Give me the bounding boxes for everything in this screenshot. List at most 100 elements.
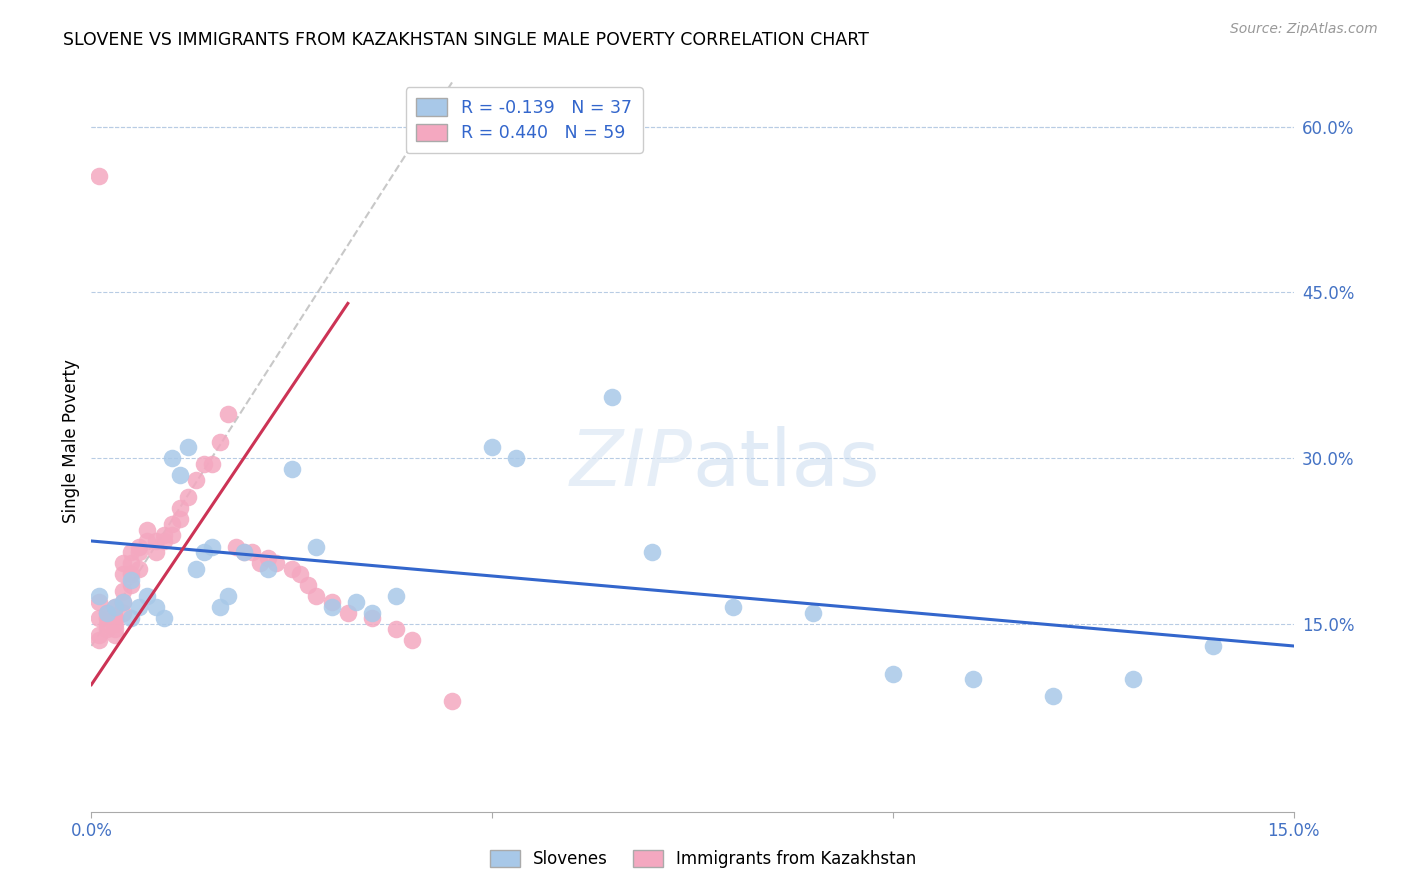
- Point: [305, 589, 328, 603]
- Point: [169, 467, 191, 482]
- Point: [104, 616, 127, 631]
- Point: [145, 600, 167, 615]
- Point: [96, 623, 118, 637]
- Point: [96, 606, 118, 620]
- Point: [89, 611, 111, 625]
- Point: [104, 611, 127, 625]
- Point: [112, 583, 135, 598]
- Point: [281, 462, 304, 476]
- Point: [104, 623, 127, 637]
- Point: [321, 595, 343, 609]
- Legend: R = -0.139   N = 37, R = 0.440   N = 59: R = -0.139 N = 37, R = 0.440 N = 59: [406, 87, 643, 153]
- Point: [882, 666, 904, 681]
- Point: [89, 633, 111, 648]
- Y-axis label: Single Male Poverty: Single Male Poverty: [62, 359, 80, 524]
- Point: [176, 440, 198, 454]
- Point: [121, 611, 143, 625]
- Point: [184, 473, 207, 487]
- Point: [112, 595, 135, 609]
- Point: [152, 611, 174, 625]
- Point: [256, 550, 278, 565]
- Point: [128, 545, 150, 559]
- Point: [240, 545, 263, 559]
- Point: [128, 540, 150, 554]
- Point: [112, 595, 135, 609]
- Point: [201, 540, 224, 554]
- Point: [121, 573, 143, 587]
- Point: [264, 556, 287, 570]
- Text: Source: ZipAtlas.com: Source: ZipAtlas.com: [1230, 22, 1378, 37]
- Point: [96, 616, 118, 631]
- Point: [602, 390, 624, 404]
- Point: [104, 628, 127, 642]
- Point: [193, 457, 215, 471]
- Point: [104, 600, 127, 615]
- Text: SLOVENE VS IMMIGRANTS FROM KAZAKHSTAN SINGLE MALE POVERTY CORRELATION CHART: SLOVENE VS IMMIGRANTS FROM KAZAKHSTAN SI…: [63, 31, 869, 49]
- Point: [344, 595, 367, 609]
- Point: [1202, 639, 1225, 653]
- Point: [1122, 672, 1144, 686]
- Point: [96, 606, 118, 620]
- Point: [176, 490, 198, 504]
- Point: [136, 589, 159, 603]
- Text: ZIP: ZIP: [569, 425, 692, 502]
- Point: [169, 512, 191, 526]
- Point: [288, 567, 311, 582]
- Point: [160, 451, 183, 466]
- Point: [193, 545, 215, 559]
- Point: [641, 545, 664, 559]
- Point: [89, 595, 111, 609]
- Point: [360, 611, 382, 625]
- Point: [481, 440, 503, 454]
- Point: [1042, 689, 1064, 703]
- Point: [121, 556, 143, 570]
- Point: [160, 517, 183, 532]
- Point: [281, 561, 304, 575]
- Point: [232, 545, 254, 559]
- Point: [112, 556, 135, 570]
- Point: [256, 561, 278, 575]
- Legend: Slovenes, Immigrants from Kazakhstan: Slovenes, Immigrants from Kazakhstan: [482, 843, 924, 875]
- Point: [89, 169, 111, 184]
- Point: [96, 611, 118, 625]
- Point: [152, 533, 174, 548]
- Point: [121, 567, 143, 582]
- Point: [321, 600, 343, 615]
- Point: [112, 567, 135, 582]
- Point: [401, 633, 423, 648]
- Point: [505, 451, 527, 466]
- Text: atlas: atlas: [692, 425, 880, 502]
- Point: [440, 694, 463, 708]
- Point: [104, 611, 127, 625]
- Point: [145, 545, 167, 559]
- Point: [89, 628, 111, 642]
- Point: [208, 600, 231, 615]
- Point: [297, 578, 319, 592]
- Point: [160, 528, 183, 542]
- Point: [121, 545, 143, 559]
- Point: [184, 561, 207, 575]
- Point: [225, 540, 247, 554]
- Point: [208, 434, 231, 449]
- Point: [112, 606, 135, 620]
- Point: [104, 600, 127, 615]
- Point: [217, 407, 239, 421]
- Point: [385, 623, 408, 637]
- Point: [962, 672, 984, 686]
- Point: [232, 545, 254, 559]
- Point: [721, 600, 744, 615]
- Point: [249, 556, 271, 570]
- Point: [136, 533, 159, 548]
- Point: [169, 500, 191, 515]
- Point: [360, 606, 382, 620]
- Point: [336, 606, 359, 620]
- Point: [152, 528, 174, 542]
- Point: [121, 578, 143, 592]
- Point: [305, 540, 328, 554]
- Point: [128, 561, 150, 575]
- Point: [801, 606, 824, 620]
- Point: [128, 600, 150, 615]
- Point: [217, 589, 239, 603]
- Point: [89, 589, 111, 603]
- Point: [385, 589, 408, 603]
